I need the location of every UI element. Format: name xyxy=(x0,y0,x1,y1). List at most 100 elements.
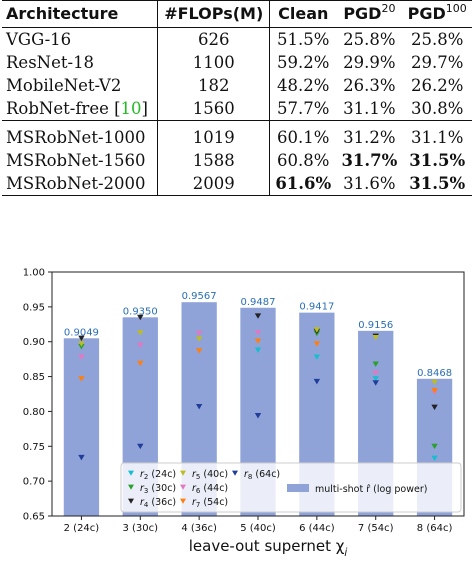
cell-arch: ResNet-18 xyxy=(2,51,159,74)
chart-region: 0.9049 0.9350 0.9567 0.9487 0.9417 0.9156 0.84… xyxy=(0,256,474,558)
cell-clean: 60.1% xyxy=(277,128,330,147)
y-tick-label: 0.70 xyxy=(23,477,45,488)
x-tick-label: 2 (24c) xyxy=(64,523,100,534)
marker-r7 xyxy=(78,376,85,382)
marker-r5 xyxy=(78,341,85,347)
marker-r5 xyxy=(313,327,321,333)
marker-r4 xyxy=(137,314,144,321)
marker-r8 xyxy=(195,403,203,410)
marker-r6 xyxy=(137,342,144,349)
legend-bar-swatch xyxy=(287,484,309,492)
marker-r3 xyxy=(431,443,438,450)
bar-value-label: 0.9567 xyxy=(182,291,217,302)
table-row: ResNet-18 1100 59.2% 29.9% 29.7% xyxy=(2,51,472,74)
cell-clean: 61.6% xyxy=(275,174,332,193)
cell-pgd100: 31.1% xyxy=(411,128,464,147)
bar xyxy=(63,338,100,516)
x-tick-label: 7 (54c) xyxy=(358,523,394,534)
header-pgd100-sup: 100 xyxy=(445,2,467,15)
marker-r8 xyxy=(78,454,85,461)
y-tick-label: 0.95 xyxy=(23,302,45,313)
y-tick-label: 0.90 xyxy=(23,337,45,348)
cell-flops: 1019 xyxy=(157,120,271,149)
legend-marker-r6 xyxy=(180,484,186,490)
header-flops: #FLOPs(M) xyxy=(157,0,271,28)
cell-clean: 59.2% xyxy=(277,53,330,72)
cell-arch: RobNet-free [10] xyxy=(2,97,159,121)
bar-value-label: 0.9049 xyxy=(64,327,99,338)
marker-r2 xyxy=(372,376,379,382)
marker-r3 xyxy=(78,344,85,350)
legend-marker-r5 xyxy=(180,470,186,476)
results-table-region: Architecture #FLOPs(M) Clean PGD20 PGD10… xyxy=(0,0,474,200)
x-axis-label: leave-out supernet χj xyxy=(189,537,348,556)
x-tick-label: 8 (64c) xyxy=(417,523,453,534)
x-axis-label-main: leave-out supernet χ xyxy=(189,537,345,555)
cell-pgd100: 31.5% xyxy=(409,174,466,193)
legend-label-r7: r7 (54c) xyxy=(192,497,228,509)
citation-link[interactable]: 10 xyxy=(120,99,142,118)
bar-value-label: 0.8468 xyxy=(417,368,452,379)
marker-r8 xyxy=(313,378,321,385)
cell-clean: 60.8% xyxy=(277,151,330,170)
y-tick-label: 1.00 xyxy=(23,268,45,279)
legend-label-r2: r2 (24c) xyxy=(140,469,176,481)
cell-arch: MobileNet-V2 xyxy=(2,74,159,97)
cell-clean: 51.5% xyxy=(277,30,330,49)
header-pgd20: PGD20 xyxy=(343,2,396,23)
cell-pgd20: 31.6% xyxy=(343,174,396,193)
cell-pgd20: 31.7% xyxy=(341,151,398,170)
legend-label-r3: r3 (30c) xyxy=(140,483,176,495)
table-row: MSRobNet-1000 1019 60.1% 31.2% 31.1% xyxy=(2,120,472,149)
marker-r7 xyxy=(431,387,438,394)
bar-value-label: 0.9487 xyxy=(241,297,276,308)
marker-r6 xyxy=(372,370,379,376)
header-clean: Clean xyxy=(278,4,329,23)
header-pgd20-sup: 20 xyxy=(381,2,396,15)
table-group-msrobnet: MSRobNet-1000 1019 60.1% 31.2% 31.1% MSR… xyxy=(2,120,472,196)
cell-pgd20: 26.3% xyxy=(343,76,396,95)
marker-r6 xyxy=(78,354,85,360)
marker-r7 xyxy=(254,338,262,344)
table-row: RobNet-free [10] 1560 57.7% 31.1% 30.8% xyxy=(2,97,472,121)
legend-marker-r7 xyxy=(180,498,186,504)
results-table: Architecture #FLOPs(M) Clean PGD20 PGD10… xyxy=(2,0,472,196)
marker-r2 xyxy=(313,354,321,360)
cell-flops: 1588 xyxy=(157,149,271,172)
header-pgd100: PGD100 xyxy=(407,2,467,23)
legend-label-bars: multi-shot r̂ (log power) xyxy=(315,484,427,495)
bar-value-label: 0.9156 xyxy=(358,320,393,331)
cell-pgd20: 29.9% xyxy=(343,53,396,72)
bar-value-label: 0.9350 xyxy=(123,306,158,317)
cell-pgd20: 25.8% xyxy=(343,30,396,49)
marker-r7 xyxy=(313,341,321,347)
y-tick-label: 0.80 xyxy=(23,407,45,418)
marker-r5 xyxy=(431,379,438,386)
marker-r6 xyxy=(254,330,262,336)
marker-r6 xyxy=(195,330,203,337)
x-tick-label: 4 (36c) xyxy=(181,523,217,534)
cell-pgd100: 26.2% xyxy=(411,76,464,95)
cell-arch: MSRobNet-1560 xyxy=(2,149,159,172)
cell-clean: 57.7% xyxy=(277,99,330,118)
cell-pgd20: 31.2% xyxy=(343,128,396,147)
x-tick-label: 5 (40c) xyxy=(240,523,276,534)
cell-arch: MSRobNet-1000 xyxy=(2,120,159,149)
legend-label-r4: r4 (36c) xyxy=(140,497,176,509)
marker-r8 xyxy=(372,380,379,386)
rank-correlation-chart: 0.9049 0.9350 0.9567 0.9487 0.9417 0.9156 0.84… xyxy=(23,268,465,558)
table-row: MSRobNet-1560 1588 60.8% 31.7% 31.5% xyxy=(2,149,472,172)
x-tick-label: 3 (30c) xyxy=(122,523,158,534)
legend-marker-r8 xyxy=(232,470,238,476)
marker-r2 xyxy=(254,347,262,353)
cell-flops: 182 xyxy=(157,74,271,97)
arch-name: RobNet-free xyxy=(6,99,109,118)
y-tick-label: 0.85 xyxy=(23,372,45,383)
x-axis-label-sub: j xyxy=(342,547,347,556)
cell-pgd20: 31.1% xyxy=(343,99,396,118)
table-row: MobileNet-V2 182 48.2% 26.3% 26.2% xyxy=(2,74,472,97)
cell-flops: 626 xyxy=(157,27,271,51)
legend-marker-r2 xyxy=(128,470,134,476)
marker-r7 xyxy=(195,348,203,354)
cell-arch: VGG-16 xyxy=(2,27,159,51)
